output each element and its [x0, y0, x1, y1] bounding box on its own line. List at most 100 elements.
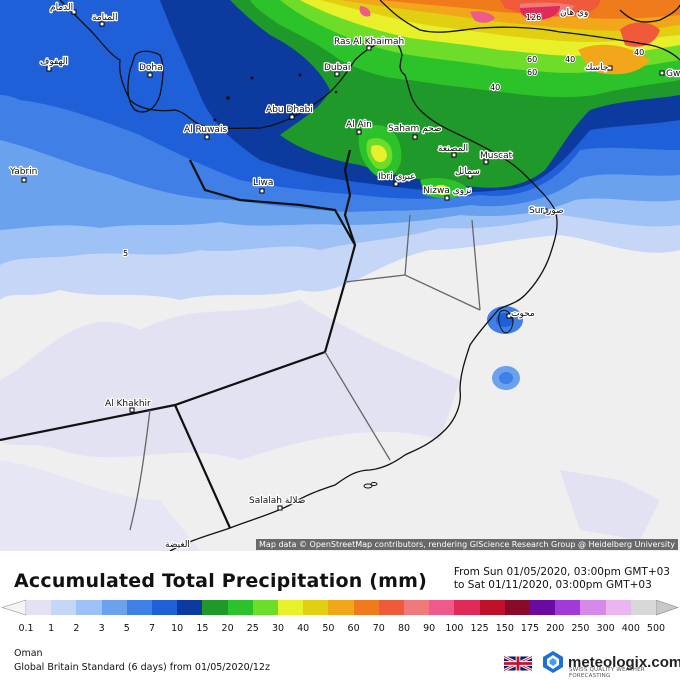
legend-swatch [479, 600, 506, 615]
city-label-al-ain[interactable]: Al Ain [345, 119, 373, 132]
coastline-arabia [59, 0, 558, 551]
coastline-qatar [127, 50, 164, 113]
city-label-manama[interactable]: المنامة [91, 12, 119, 25]
model-info: Global Britain Standard (6 days) from 01… [14, 662, 270, 673]
legend-tick-label: 50 [322, 623, 335, 634]
city-label-ibri[interactable]: Ibri عبري [377, 171, 417, 184]
city-label-al-ghaydah[interactable]: الغيضة [164, 539, 191, 551]
city-label-al-khakhir[interactable]: Al Khakhir [104, 398, 153, 411]
city-dot [334, 71, 340, 77]
city-label-samail[interactable]: سمائل [454, 166, 481, 179]
legend-swatch [429, 600, 455, 615]
legend-tick-label: 5 [123, 623, 130, 634]
city-label-hofuf[interactable]: الهفوف [39, 56, 69, 69]
legend-swatch [278, 600, 304, 615]
city-label-mahout[interactable]: محوت [510, 308, 536, 321]
value-label: 40 [565, 55, 575, 64]
city-label-doha[interactable]: Doha [138, 62, 164, 75]
legend-swatch [126, 600, 153, 615]
precip-zone-50mm-east [578, 44, 650, 75]
city-label-salalah[interactable]: Salalah صلالة [248, 495, 307, 508]
city-dot [46, 66, 52, 72]
legend-tick-label: 2 [73, 623, 80, 634]
province-line-3 [404, 214, 411, 276]
chart-title: Accumulated Total Precipitation (mm) [14, 570, 428, 592]
city-label-gwadar[interactable]: Gw [665, 68, 680, 81]
city-label-nizwa[interactable]: Nizwa نزوى [422, 185, 473, 198]
city-label-yabrin[interactable]: Yabrin [8, 166, 39, 179]
value-label: 40 [634, 48, 644, 57]
city-dot [412, 134, 418, 140]
legend-tick-label: 60 [347, 623, 360, 634]
legend-swatch [404, 600, 430, 615]
city-dot [451, 152, 457, 158]
city-label-ras-al-khaimah[interactable]: Ras Al Khaimah [333, 36, 406, 49]
island-kuria-2 [370, 482, 378, 486]
precip-zone-trace-south [0, 460, 200, 551]
uk-flag-icon[interactable] [504, 656, 532, 671]
city-label-sur[interactable]: Sur صور [528, 205, 565, 218]
legend-swatch [303, 600, 329, 615]
legend-swatch [530, 600, 556, 615]
city-label-saham[interactable]: Saham صحم [387, 123, 443, 136]
city-dot [21, 177, 27, 183]
value-label: 60 [527, 55, 537, 64]
value-labels: 126 5 40 60 60 40 40 [122, 12, 645, 259]
legend-swatch [630, 600, 657, 615]
city-dot [506, 313, 512, 319]
city-label-dubai[interactable]: Dubai [323, 62, 352, 75]
city-dot [204, 134, 210, 140]
precip-zone-trace [0, 300, 460, 460]
island-dot [226, 96, 230, 100]
city-label-iran-north[interactable]: وي هان [559, 7, 590, 20]
city-dot [99, 21, 105, 27]
city-dot [259, 188, 265, 194]
border-yemen [173, 404, 232, 529]
city-label-muscat[interactable]: Muscat [479, 150, 514, 163]
precipitation-map[interactable]: 126 5 40 60 60 40 40 الدمام المنامة الهف… [0, 0, 680, 551]
legend-tick-label: 100 [445, 623, 464, 634]
city-label-liwa[interactable]: Liwa [252, 177, 275, 190]
legend-swatch [378, 600, 405, 615]
city-label-al-musanaah[interactable]: المصنعة [437, 143, 470, 156]
city-dot [289, 114, 295, 120]
legend-tick-label: 0.1 [18, 623, 34, 634]
city-dot [393, 181, 399, 187]
city-dot [444, 195, 450, 201]
city-label-dammam[interactable]: الدمام [49, 2, 75, 15]
legend-tick-label: 3 [98, 623, 105, 634]
coastline-iran [379, 0, 680, 61]
city-dot [542, 208, 548, 214]
period-to: to Sat 01/11/2020, 03:00pm GMT+03 [453, 579, 652, 591]
city-dot [467, 173, 473, 179]
city-dot [356, 129, 362, 135]
brand-tagline: SWISS QUALITY WEATHER FORECASTING [569, 667, 645, 679]
legend-swatch [504, 600, 531, 615]
legend-swatch [26, 600, 52, 615]
border-uae-oman [343, 149, 357, 246]
value-label-max: 126 [526, 13, 541, 22]
legend-swatch [580, 600, 607, 615]
legend-tick-label: 70 [372, 623, 385, 634]
legend-overflow-arrow [656, 599, 679, 616]
province-line-1 [324, 351, 391, 461]
brand-logo[interactable]: meteologix.com [542, 650, 680, 674]
province-line-yemen [129, 409, 151, 531]
legend-tick-label: 150 [495, 623, 514, 634]
island-dot [250, 76, 254, 80]
legend-tick-label: 1 [48, 623, 55, 634]
legend-tick-label: 175 [520, 623, 540, 634]
city-dot [277, 505, 283, 511]
city-label-abu-dhabi[interactable]: Abu Dhabi [265, 104, 314, 117]
value-label: 40 [490, 83, 500, 92]
color-legend: 0.1 1 2 3 5 7 10 15 20 25 30 40 50 60 70 80 90 100 125 150 1… [0, 598, 680, 640]
islands [363, 309, 514, 489]
city-label-jask[interactable]: جاسك [584, 62, 610, 75]
legend-tick-label: 200 [546, 623, 565, 634]
island-kuria [363, 483, 373, 489]
city-label-al-ruwais[interactable]: Al Ruwais [183, 124, 229, 137]
city-dot [607, 65, 613, 71]
forecast-period: From Sun 01/05/2020, 03:00pm GMT+03 to S… [454, 566, 670, 592]
precip-zone-30mm-hajar [371, 145, 387, 163]
precip-zone-30mm-nizwa [436, 184, 450, 195]
